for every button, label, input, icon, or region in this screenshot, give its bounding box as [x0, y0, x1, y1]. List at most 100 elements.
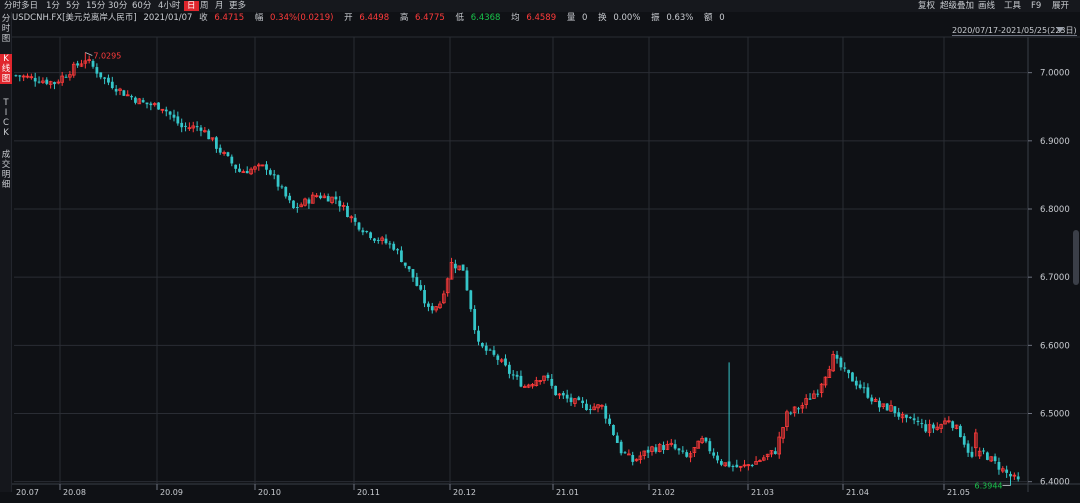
candle-body-up — [742, 464, 747, 467]
candle-body-down — [982, 450, 985, 452]
quote-date: 2021/01/07 — [143, 13, 193, 23]
candle-body-down — [893, 406, 897, 414]
candle-body-down — [878, 400, 881, 408]
high-annotation: 7.0295 — [93, 52, 121, 61]
candle-body-up — [522, 386, 527, 388]
menu-3[interactable]: 工具 — [1004, 1, 1022, 11]
period-4[interactable]: 15分 — [86, 1, 106, 11]
candle-body-up — [299, 204, 303, 208]
candle-body-down — [1009, 473, 1012, 477]
candle-body-up — [442, 293, 446, 304]
candle-body-down — [130, 96, 133, 98]
candle-body-down — [773, 451, 777, 454]
period-6[interactable]: 60分 — [132, 1, 152, 11]
candle-body-up — [526, 384, 531, 388]
period-2[interactable]: 1分 — [46, 1, 60, 11]
candle-body-up — [700, 437, 704, 443]
candle-body-up — [137, 98, 142, 105]
price-tick-label: 6.7000 — [1040, 273, 1070, 283]
candle-body-down — [477, 330, 480, 342]
candle-body-down — [839, 357, 843, 368]
menu-4[interactable]: F9 — [1031, 1, 1042, 11]
candle-body-down — [870, 397, 874, 402]
price-axis: 7.0000 6.9000 6.8000 6.7000 6.6000 6.5000 6.40… — [1028, 69, 1070, 488]
candle-body-down — [673, 444, 677, 449]
date-tick-label: 20.11 — [357, 488, 380, 497]
candle-body-down — [704, 437, 708, 442]
candle-body-down — [134, 97, 137, 103]
chart-annotations: 7.0295 6.3944 — [85, 52, 1011, 490]
candle-body-down — [631, 455, 635, 462]
candle-body-down — [851, 372, 854, 382]
menu-0[interactable]: 复权 — [918, 1, 936, 11]
chart-scroll-handle[interactable] — [1073, 230, 1079, 285]
candle-body-down — [415, 277, 419, 286]
period-7[interactable]: 4小时 — [158, 1, 181, 11]
candle-body-down — [750, 465, 754, 467]
candle-body-up — [688, 453, 693, 458]
period-1[interactable]: 多日 — [21, 1, 39, 11]
candle-body-up — [769, 450, 774, 455]
candle-body-up — [758, 460, 762, 462]
menu-1[interactable]: 超级叠加 — [940, 1, 975, 11]
candle-body-down — [920, 423, 924, 425]
candle-body-down — [280, 186, 284, 188]
candle-body-down — [346, 205, 349, 218]
candle-body-down — [392, 243, 396, 250]
candle-body-down — [492, 350, 496, 355]
candle-body-down — [295, 206, 299, 208]
period-8[interactable]: 日 — [184, 1, 199, 11]
period-11[interactable]: 更多 — [229, 1, 247, 11]
sidebar-item-0[interactable]: 分 时 图 — [1, 14, 11, 44]
period-3[interactable]: 5分 — [66, 1, 80, 11]
candle-body-up — [222, 152, 226, 154]
candle-body-down — [373, 238, 376, 241]
period-9[interactable]: 周 — [200, 1, 209, 11]
candle-body-up — [542, 375, 546, 381]
candle-body-down — [716, 455, 719, 461]
candle-body-down — [234, 164, 238, 169]
candle-body-up — [954, 424, 959, 429]
candle-body-down — [14, 75, 18, 77]
candle-body-down — [504, 358, 507, 366]
candle-body-up — [349, 216, 354, 219]
menu-2[interactable]: 画线 — [978, 1, 996, 11]
range-dropdown-icon[interactable] — [1056, 27, 1064, 33]
quote-info-bar: USDCNH.FX[美元兑离岸人民币] 2021/01/07 收 6.4715 … — [12, 12, 1080, 25]
sidebar-item-3[interactable]: 成 交 明 细 — [1, 150, 11, 190]
period-5[interactable]: 30分 — [108, 1, 128, 11]
date-tick-label: 21.02 — [652, 488, 675, 497]
candle-body-down — [37, 81, 41, 83]
high-label: 高 — [399, 13, 409, 23]
candle-body-down — [226, 152, 230, 157]
candle-body-up — [125, 94, 130, 97]
candle-body-down — [612, 425, 615, 435]
candle-body-down — [843, 367, 847, 369]
candle-body-down — [411, 269, 415, 278]
date-range-selector[interactable]: 2020/07/17-2021/05/25(223日) — [952, 26, 1077, 36]
high-marker-line — [85, 52, 93, 56]
period-10[interactable]: 月 — [215, 1, 224, 11]
menu-5[interactable]: 展开 — [1052, 1, 1070, 11]
sidebar-item-1[interactable]: K 线 图 — [0, 54, 12, 84]
candle-body-up — [457, 265, 462, 271]
sidebar-item-2[interactable]: T I C K — [3, 98, 9, 138]
candle-body-down — [847, 369, 850, 374]
candle-body-down — [18, 75, 22, 77]
date-tick-label: 20.12 — [453, 488, 476, 497]
candle-body-up — [530, 384, 535, 387]
candle-body-down — [519, 375, 523, 387]
close-label: 收 — [199, 13, 208, 23]
candle-body-down — [905, 414, 908, 418]
candle-body-down — [430, 306, 434, 311]
date-tick-label: 21.04 — [846, 488, 869, 497]
candle-body-down — [369, 232, 372, 239]
candle-body-down — [604, 405, 608, 419]
candle-body-down — [858, 384, 862, 388]
high-value: 6.4775 — [415, 13, 445, 23]
grid-lines — [12, 25, 1080, 492]
candle-body-down — [95, 67, 99, 74]
candle-body-up — [800, 405, 805, 409]
period-0[interactable]: 分时 — [4, 1, 22, 11]
